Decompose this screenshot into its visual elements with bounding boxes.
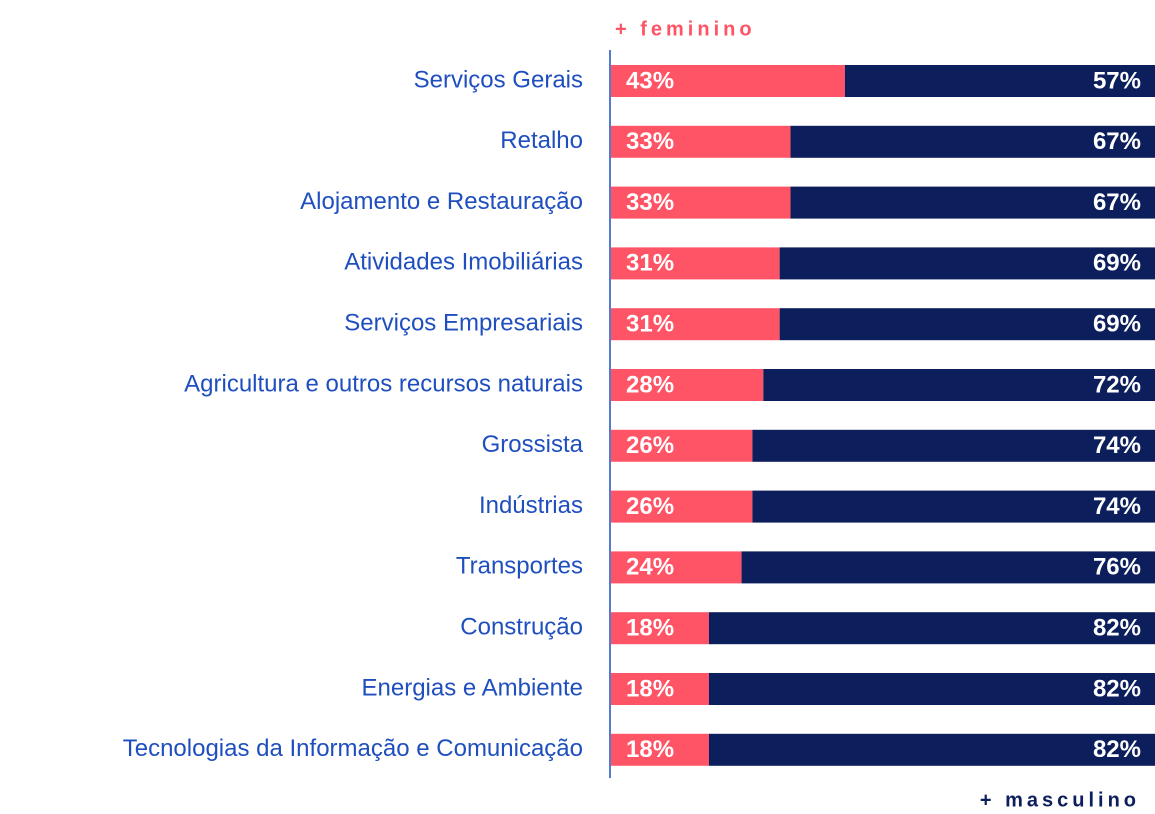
value-label: 43% [626, 67, 674, 94]
category-label: Atividades Imobiliárias [344, 249, 583, 276]
value-label: 33% [626, 128, 674, 155]
bar-segment [611, 186, 791, 219]
value-label: 18% [626, 736, 674, 763]
value-label: 18% [626, 675, 674, 702]
bar-segment [611, 490, 753, 523]
value-label: 33% [626, 189, 674, 216]
bar-segment [611, 65, 845, 97]
value-label: 67% [1093, 128, 1141, 155]
value-label: 57% [1093, 67, 1141, 94]
category-label: Indústrias [479, 492, 583, 519]
bar-segment [708, 612, 1155, 645]
value-label: 74% [1093, 493, 1141, 520]
category-label: Construção [460, 614, 583, 641]
bar-segment [708, 733, 1155, 766]
value-label: 26% [626, 432, 674, 459]
value-label: 31% [626, 311, 674, 338]
value-label: 72% [1093, 371, 1141, 398]
category-label: Serviços Gerais [414, 66, 583, 93]
value-label: 18% [626, 615, 674, 642]
value-label: 26% [626, 493, 674, 520]
bar-segment [611, 673, 709, 705]
bar-segment [844, 65, 1155, 97]
bar-segment [763, 369, 1155, 401]
value-label: 69% [1093, 250, 1141, 277]
value-label: 74% [1093, 432, 1141, 459]
category-label: Serviços Empresariais [344, 310, 583, 337]
legend-masculino: + masculino [980, 789, 1140, 811]
bar-segment [611, 429, 753, 462]
bar-segment [790, 186, 1155, 219]
value-label: 82% [1093, 736, 1141, 763]
bar-segment [741, 551, 1155, 584]
value-label: 28% [626, 371, 674, 398]
bar-segment [779, 308, 1155, 341]
value-label: 82% [1093, 675, 1141, 702]
bar-segment [611, 733, 709, 766]
bar-segment [611, 308, 780, 341]
category-label: Alojamento e Restauração [300, 188, 583, 215]
value-label: 82% [1093, 615, 1141, 642]
bar-segment [790, 125, 1155, 158]
category-label: Grossista [482, 431, 584, 458]
value-label: 24% [626, 554, 674, 581]
category-label: Transportes [456, 553, 583, 580]
bar-segment [611, 612, 709, 645]
value-label: 76% [1093, 554, 1141, 581]
bar-segment [611, 125, 791, 158]
legend-feminino: + feminino [615, 18, 756, 40]
bar-segment [611, 247, 780, 280]
bar-segment [752, 429, 1155, 462]
bar-segment [708, 673, 1155, 705]
category-label: Retalho [500, 127, 583, 154]
category-label: Tecnologias da Informação e Comunicação [123, 735, 583, 762]
bar-segment [611, 551, 742, 584]
value-label: 67% [1093, 189, 1141, 216]
category-label: Energias e Ambiente [362, 674, 583, 701]
category-label: Agricultura e outros recursos naturais [184, 370, 583, 397]
bar-segment [611, 369, 764, 401]
value-label: 31% [626, 250, 674, 277]
bar-segment [752, 490, 1155, 523]
bar-segment [779, 247, 1155, 280]
value-label: 69% [1093, 311, 1141, 338]
